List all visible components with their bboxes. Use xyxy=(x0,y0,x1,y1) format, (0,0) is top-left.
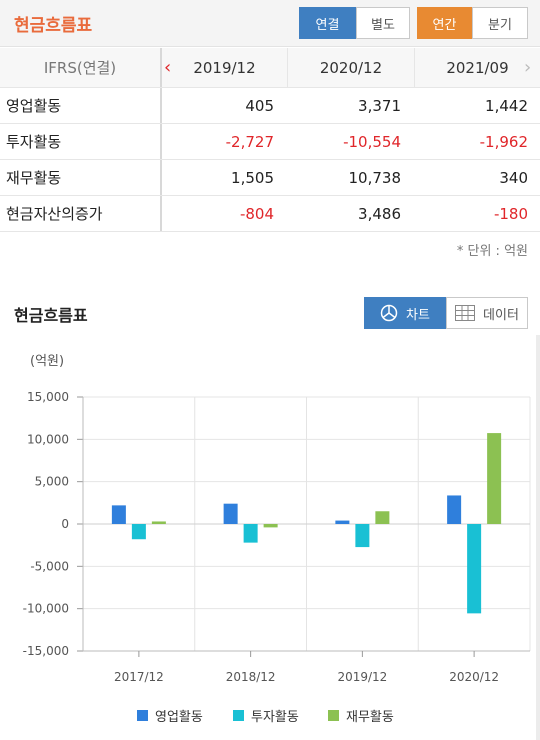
consolidated-toggle[interactable]: 연결 xyxy=(299,7,356,39)
table-cell: 405 xyxy=(245,96,274,115)
pie-chart-icon xyxy=(380,304,398,322)
bar-2 xyxy=(131,524,146,540)
x-tick-label: 2020/12 xyxy=(449,670,499,684)
legend-swatch xyxy=(233,710,244,721)
period-header: 2020/12 xyxy=(288,48,415,87)
row-label: 투자활동 xyxy=(0,124,162,159)
table-cell: 3,371 xyxy=(358,96,401,115)
legend-label: 영업활동 xyxy=(155,710,203,725)
legend-item: 투자활동 xyxy=(233,706,299,725)
table-cell: 3,486 xyxy=(358,204,401,223)
table-grid-icon xyxy=(455,305,476,321)
table-row: 재무활동 1,505 10,738 340 xyxy=(0,160,540,196)
bar-1 xyxy=(111,505,126,524)
row-label: 영업활동 xyxy=(0,88,162,123)
cashflow-bar-chart: 15,000 10,000 5,000 0 -5,000 -10,000 -15,000 20… xyxy=(23,390,531,684)
legend-item: 재무활동 xyxy=(328,706,394,725)
legend-swatch xyxy=(137,710,148,721)
annual-toggle[interactable]: 연간 xyxy=(417,7,472,39)
bar-2 xyxy=(467,524,482,614)
table-cell: 10,738 xyxy=(348,168,402,187)
row-label: 현금자산의증가 xyxy=(0,196,162,231)
prev-period-arrow-icon[interactable]: ‹ xyxy=(164,57,172,78)
bar-1 xyxy=(223,503,238,524)
bar-1 xyxy=(447,495,462,524)
table-cell: -2,727 xyxy=(225,132,274,151)
quarterly-toggle[interactable]: 분기 xyxy=(472,7,528,39)
period-header: 2019/12 xyxy=(162,48,288,87)
table-header-row: IFRS(연결) 2019/12 2020/12 2021/09 ‹ › xyxy=(0,48,540,88)
legend-swatch xyxy=(328,710,339,721)
header-bar: 현금흐름표 연결 별도 연간 분기 xyxy=(0,0,540,47)
data-view-button[interactable]: 데이터 xyxy=(446,297,528,329)
legend-label: 재무활동 xyxy=(346,710,394,725)
table-row: 투자활동 -2,727 -10,554 -1,962 xyxy=(0,124,540,160)
table-row: 영업활동 405 3,371 1,442 xyxy=(0,88,540,124)
bar-3 xyxy=(487,433,502,524)
separate-toggle[interactable]: 별도 xyxy=(356,7,410,39)
y-tick-label: 10,000 xyxy=(27,432,69,446)
chart-legend: 영업활동 투자활동 재무활동 xyxy=(0,706,540,725)
x-tick-label: 2019/12 xyxy=(337,670,387,684)
bar-2 xyxy=(355,524,370,548)
bar-1 xyxy=(335,520,350,524)
x-tick-label: 2017/12 xyxy=(114,670,164,684)
legend-label: 투자활동 xyxy=(251,710,299,725)
chart-unit-label: (억원) xyxy=(30,354,65,369)
x-tick-label: 2018/12 xyxy=(226,670,276,684)
legend-item: 영업활동 xyxy=(137,706,203,725)
bar-2 xyxy=(243,524,258,543)
period-header: 2021/09 xyxy=(446,58,509,77)
y-tick-label: 0 xyxy=(61,517,69,531)
y-tick-label: -15,000 xyxy=(23,644,69,658)
bar-3 xyxy=(151,521,166,524)
bar-3 xyxy=(375,511,390,524)
bar-3 xyxy=(263,524,278,528)
chart-view-label: 차트 xyxy=(406,307,430,323)
y-tick-label: 5,000 xyxy=(35,475,69,489)
scrollbar[interactable] xyxy=(536,335,540,740)
table-cell: -804 xyxy=(239,204,274,223)
table-cell: 1,505 xyxy=(231,168,274,187)
table-cell: -1,962 xyxy=(479,132,528,151)
row-label: 재무활동 xyxy=(0,160,162,195)
chart-section-title: 현금흐름표 xyxy=(14,306,88,325)
table-cell: 1,442 xyxy=(485,96,528,115)
page-title: 현금흐름표 xyxy=(14,16,93,36)
table-row: 현금자산의증가 -804 3,486 -180 xyxy=(0,196,540,232)
y-tick-label: -5,000 xyxy=(30,559,69,573)
unit-note: * 단위 : 억원 xyxy=(456,244,528,259)
y-tick-label: -10,000 xyxy=(23,602,69,616)
y-tick-label: 15,000 xyxy=(27,390,69,404)
table-cell: -180 xyxy=(493,204,528,223)
next-period-arrow-icon[interactable]: › xyxy=(524,57,532,78)
table-cell: -10,554 xyxy=(343,132,401,151)
chart-view-button[interactable]: 차트 xyxy=(364,297,446,329)
table-corner-label: IFRS(연결) xyxy=(0,48,162,87)
table-cell: 340 xyxy=(499,168,528,187)
data-view-label: 데이터 xyxy=(483,307,519,323)
